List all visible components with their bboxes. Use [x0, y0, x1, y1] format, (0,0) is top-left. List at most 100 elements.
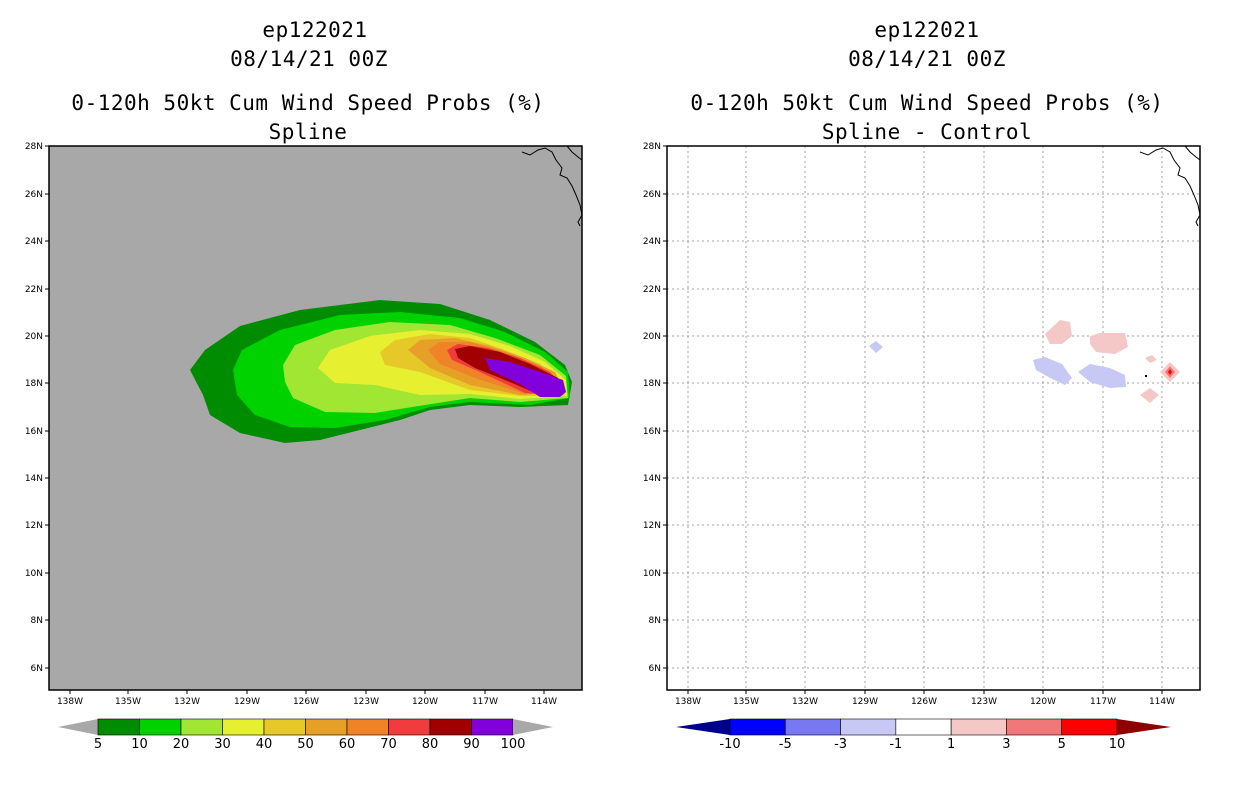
colorbar-label: -10	[719, 737, 740, 752]
right-lat-tick-label: 8N	[649, 616, 661, 626]
colorbar-label: -5	[779, 737, 792, 752]
diff-blob-114w-small	[1145, 355, 1157, 363]
right-lon-tick-label: 135W	[733, 697, 759, 707]
left-lat-tick-label: 12N	[25, 521, 43, 531]
colorbar-segment	[180, 718, 223, 736]
right-lat-tick-label: 12N	[643, 521, 661, 531]
colorbar-label: 50	[297, 737, 314, 752]
right-lat-tick-label: 24N	[643, 237, 661, 247]
right-lat-tick-label: 26N	[643, 190, 661, 200]
right-lat-tick-label: 14N	[643, 474, 661, 484]
colorbar-label: 40	[256, 737, 273, 752]
right-difference-features	[869, 320, 1180, 403]
colorbar-label: 60	[339, 737, 356, 752]
colorbar-segment	[840, 718, 897, 736]
right-product-title: 0-120h 50kt Cum Wind Speed Probs (%)	[690, 91, 1164, 115]
colorbar-label: 100	[501, 737, 526, 752]
colorbar-segment	[950, 718, 1007, 736]
right-lon-tick-label: 120W	[1030, 697, 1056, 707]
left-probability-swath	[190, 300, 572, 443]
right-storm-id: ep122021	[874, 18, 980, 42]
left-storm-id: ep122021	[262, 18, 368, 42]
right-lon-tick-label: 123W	[971, 697, 997, 707]
diff-blob-114w-south	[1140, 388, 1159, 403]
right-subtitle: Spline - Control	[821, 120, 1033, 144]
right-lon-tick-label: 138W	[675, 697, 701, 707]
colorbar-label: 90	[463, 737, 480, 752]
colorbar-label: 80	[422, 737, 439, 752]
left-lon-tick-label: 129W	[234, 697, 260, 707]
left-lon-tick-label: 132W	[174, 697, 200, 707]
left-lon-tick-label: 117W	[472, 697, 498, 707]
right-lon-tick-label: 132W	[792, 697, 818, 707]
colorbar-label: 70	[380, 737, 397, 752]
left-lon-tick-label: 123W	[353, 697, 379, 707]
colorbar-extend-low	[676, 719, 730, 735]
left-axis-ticks: 28N 26N 24N 22N 20N 18N 16N 14N 12N 10N 8N 6N 138W 13…	[25, 142, 557, 707]
left-lat-tick-label: 24N	[25, 237, 43, 247]
right-map-frame	[666, 145, 1201, 691]
right-colorbar: -10 -5 -3 -1 1 3 5 10	[676, 718, 1171, 752]
right-lat-tick-label: 16N	[643, 427, 661, 437]
diff-blob-129w	[869, 341, 883, 353]
diff-dot	[1145, 375, 1147, 377]
colorbar-segment	[346, 718, 389, 736]
colorbar-segment	[1006, 718, 1063, 736]
colorbar-label: 1	[947, 737, 955, 752]
right-lon-tick-label: 114W	[1149, 697, 1175, 707]
left-product-title: 0-120h 50kt Cum Wind Speed Probs (%)	[71, 91, 545, 115]
right-lat-tick-label: 28N	[643, 142, 661, 152]
left-lat-tick-label: 10N	[25, 569, 43, 579]
colorbar-segment	[139, 718, 182, 736]
contour-100	[515, 370, 562, 396]
colorbar-label: -1	[889, 737, 902, 752]
left-lat-tick-label: 28N	[25, 142, 43, 152]
colorbar-label: 30	[214, 737, 231, 752]
colorbar-segment	[305, 718, 348, 736]
right-lat-tick-label: 6N	[649, 664, 661, 674]
colorbar-segment	[222, 718, 265, 736]
colorbar-label: 5	[94, 737, 102, 752]
left-lon-tick-label: 126W	[293, 697, 319, 707]
left-lat-tick-label: 26N	[25, 190, 43, 200]
colorbar-label: 10	[131, 737, 148, 752]
left-lat-tick-label: 22N	[25, 285, 43, 295]
left-lon-tick-label: 120W	[412, 697, 438, 707]
left-lat-tick-label: 18N	[25, 379, 43, 389]
right-lon-tick-label: 129W	[852, 697, 878, 707]
diff-blob-113w-core	[1168, 369, 1172, 375]
right-lat-tick-label: 20N	[643, 332, 661, 342]
left-lon-tick-label: 114W	[531, 697, 557, 707]
colorbar-label: 5	[1058, 737, 1066, 752]
right-map-background	[667, 146, 1200, 690]
colorbar-segment	[729, 718, 786, 736]
right-axis-ticks: 28N 26N 24N 22N 20N 18N 16N 14N 12N 10N 8N 6N 138W 13…	[643, 142, 1175, 707]
left-lat-tick-label: 20N	[25, 332, 43, 342]
right-lon-tick-label: 117W	[1090, 697, 1116, 707]
colorbar-segment	[97, 718, 140, 736]
left-lon-tick-label: 138W	[57, 697, 83, 707]
left-lat-tick-label: 14N	[25, 474, 43, 484]
left-datetime: 08/14/21 00Z	[230, 47, 388, 71]
left-lat-tick-label: 16N	[25, 427, 43, 437]
colorbar-extend-high	[513, 719, 553, 735]
colorbar-segment	[471, 718, 514, 736]
right-lat-tick-label: 10N	[643, 569, 661, 579]
diff-blob-120w-south	[1033, 357, 1072, 385]
colorbar-label: 3	[1002, 737, 1010, 752]
colorbar-segment	[895, 718, 952, 736]
diff-blob-120w-north	[1045, 320, 1072, 344]
left-lat-tick-label: 6N	[31, 664, 43, 674]
colorbar-extend-high	[1117, 719, 1171, 735]
right-grid	[667, 145, 1200, 690]
colorbar-segment	[429, 718, 472, 736]
left-lon-tick-label: 135W	[115, 697, 141, 707]
colorbar-extend-low	[58, 719, 98, 735]
right-lat-tick-label: 22N	[643, 285, 661, 295]
colorbar-label: -3	[834, 737, 847, 752]
colorbar-label: 20	[173, 737, 190, 752]
left-lat-tick-label: 8N	[31, 616, 43, 626]
